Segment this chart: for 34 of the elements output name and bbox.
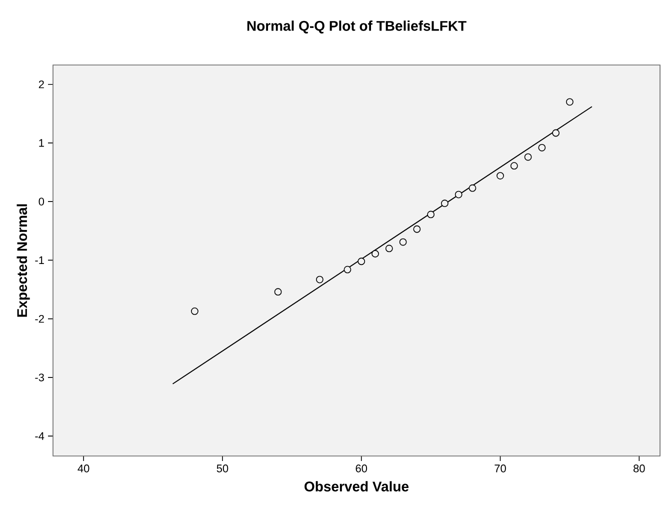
point	[468, 184, 476, 192]
point	[427, 210, 435, 218]
x-tick-label: 80	[634, 464, 645, 472]
point	[344, 266, 352, 274]
y-tick-label: 0	[38, 198, 44, 206]
y-tick-label: -1	[35, 256, 44, 264]
point	[358, 258, 366, 266]
point	[372, 250, 379, 258]
y-tick-label: 1	[39, 139, 44, 147]
point	[524, 153, 532, 161]
point	[496, 172, 504, 180]
point	[190, 308, 198, 315]
point	[552, 129, 560, 137]
point	[385, 244, 393, 252]
chart-title: Normal Q-Q Plot of TBeliefsLFKT	[247, 20, 466, 34]
x-axis-title: Observed Value	[304, 481, 409, 492]
x-tick-label: 70	[494, 464, 506, 472]
point	[538, 144, 546, 152]
y-axis-title: Expected Normal	[16, 204, 30, 317]
point	[316, 276, 324, 284]
point	[454, 190, 462, 198]
point	[441, 200, 448, 208]
x-tick-label: 50	[216, 464, 228, 472]
y-tick-label: -3	[35, 374, 44, 382]
y-tick-label: 2	[38, 80, 44, 88]
point	[399, 238, 407, 246]
y-tick-label: -2	[35, 314, 44, 323]
x-tick-label: 60	[356, 464, 368, 472]
y-tick-label: -4	[35, 432, 44, 440]
point	[274, 288, 282, 296]
point	[566, 98, 574, 106]
x-tick-label: 40	[78, 464, 90, 472]
point	[510, 162, 518, 170]
point	[413, 225, 421, 233]
